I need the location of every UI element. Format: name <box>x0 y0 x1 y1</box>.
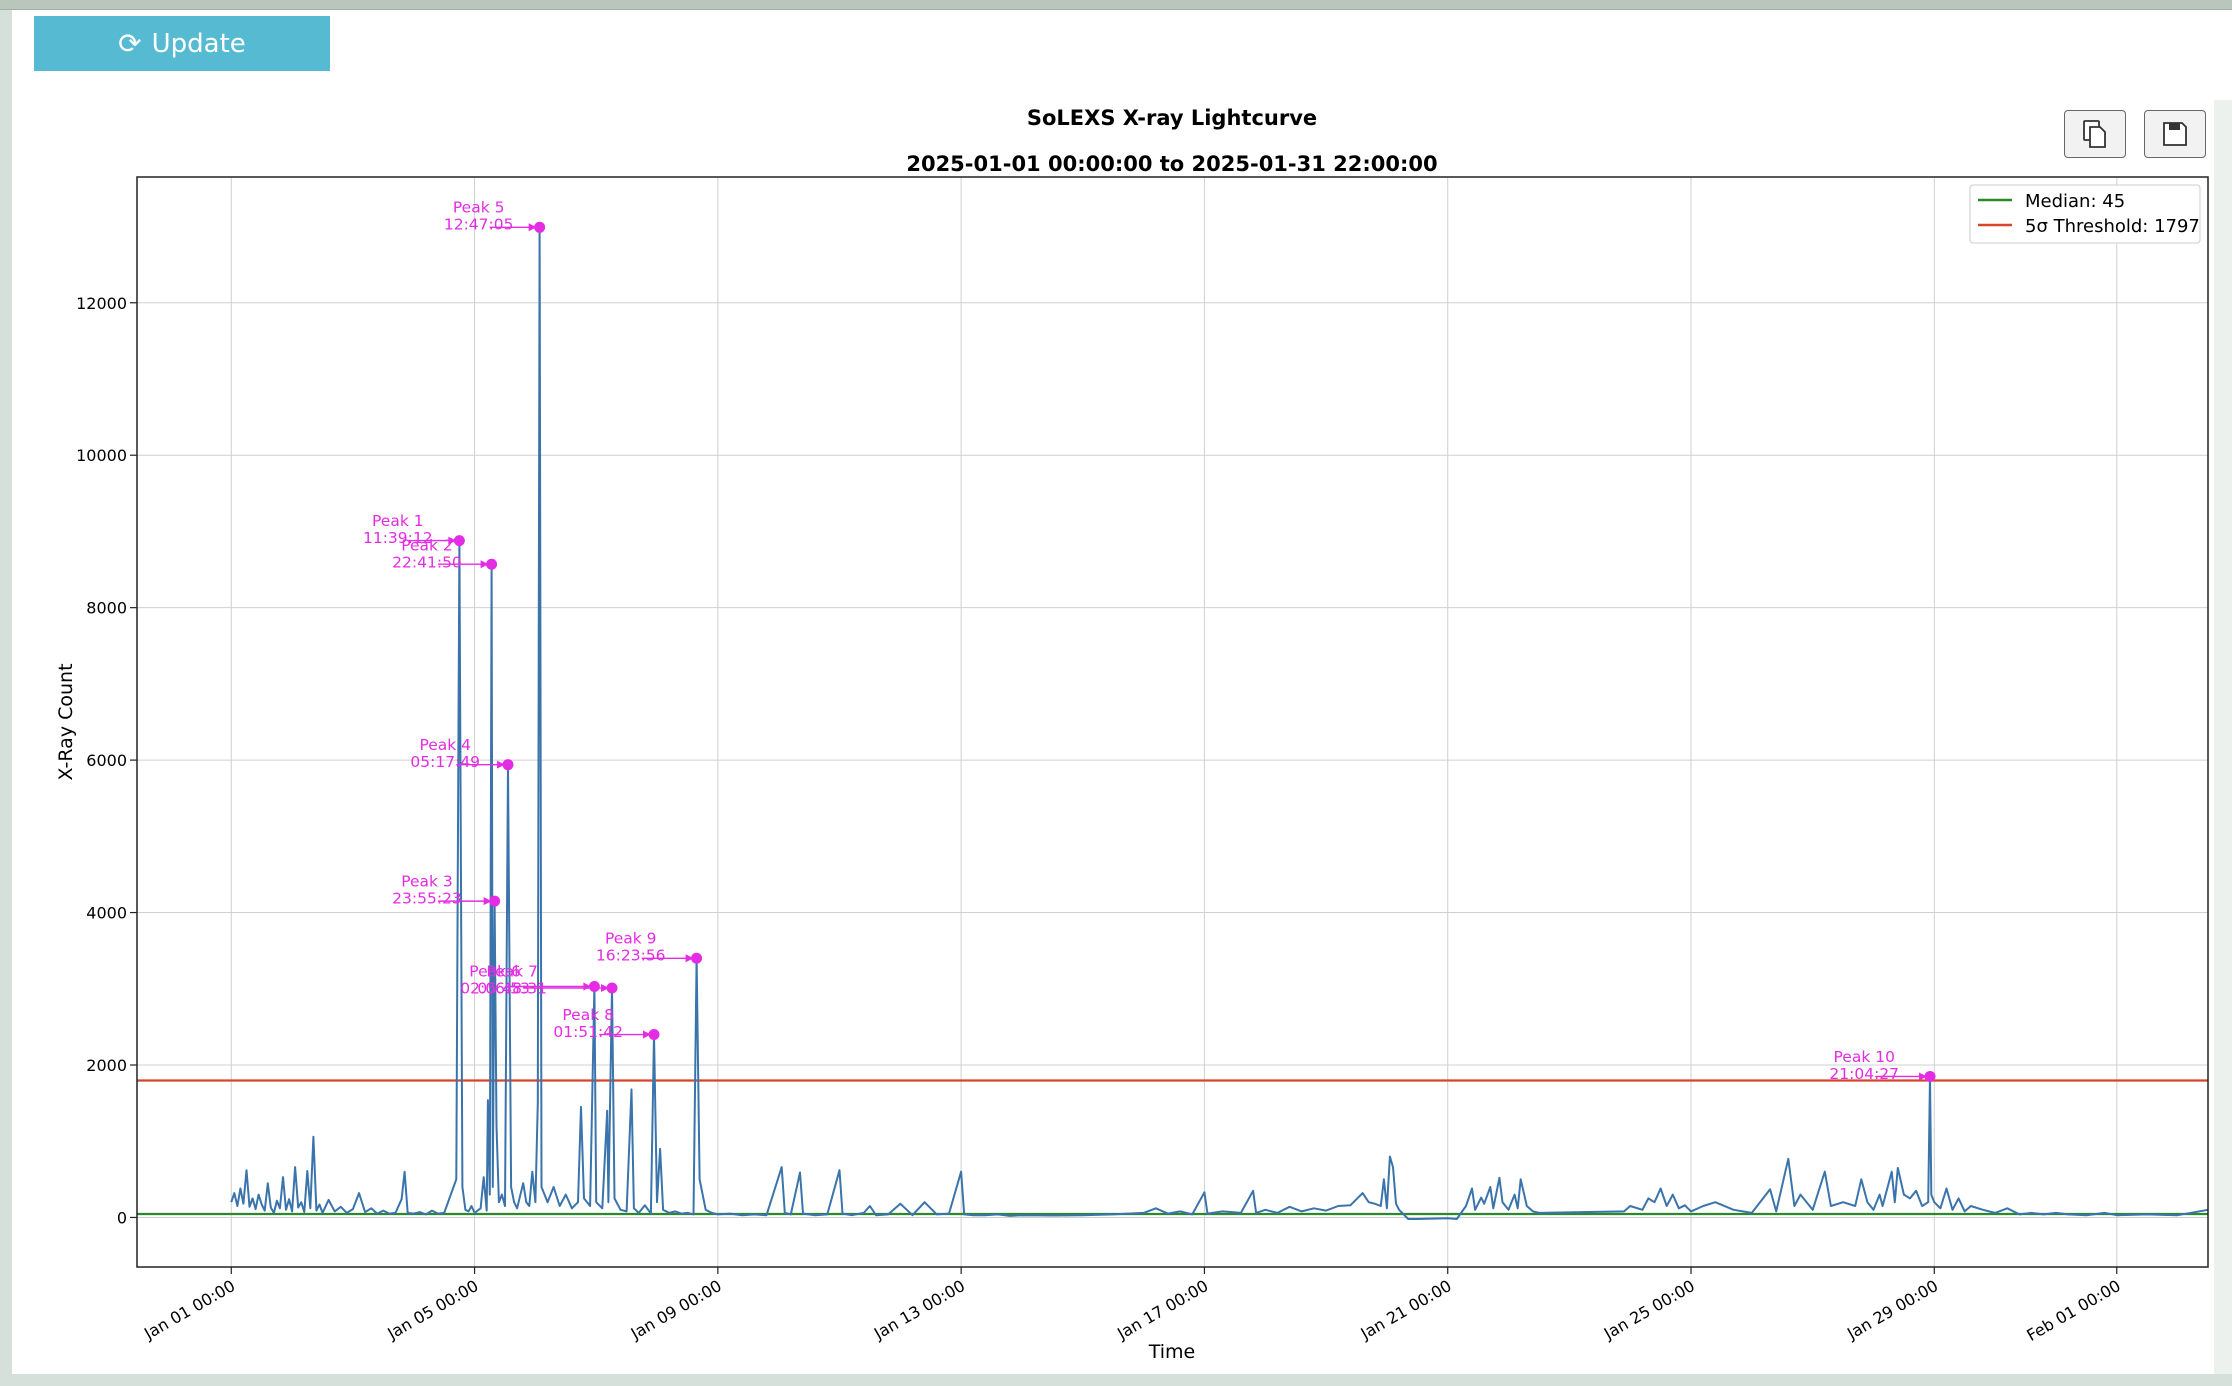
peak-time: 05:17:49 <box>410 753 480 771</box>
peak-time: 22:41:50 <box>392 553 462 571</box>
x-tick-label: Jan 21 00:00 <box>1357 1276 1455 1344</box>
peak-arrowhead <box>448 536 457 545</box>
peak-annotation: Peak 222:41:50 <box>392 536 498 571</box>
legend-threshold-label: 5σ Threshold: 1797 <box>2025 216 2200 237</box>
x-tick-label: Jan 01 00:00 <box>140 1276 238 1344</box>
y-tick-label: 10000 <box>76 446 127 465</box>
peak-time: 02:06:53 <box>460 979 530 997</box>
plot-area <box>50 100 2232 1374</box>
peak-marker <box>453 535 465 547</box>
peak-arrowhead <box>480 560 489 569</box>
x-tick-label: Jan 29 00:00 <box>1843 1276 1941 1344</box>
chart-title: SoLEXS X-ray Lightcurve <box>1027 106 1317 130</box>
peak-marker <box>534 221 546 233</box>
x-tick-label: Jan 25 00:00 <box>1600 1276 1698 1344</box>
peak-arrowhead <box>528 223 537 232</box>
peak-annotation: Peak 512:47:05 <box>444 199 546 234</box>
peak-marker <box>1924 1070 1936 1082</box>
peak-marker <box>489 895 501 907</box>
peak-time: 16:23:56 <box>596 947 666 965</box>
save-icon <box>2163 122 2187 146</box>
legend-box <box>1969 184 2201 244</box>
peak-marker <box>486 558 498 570</box>
ticks: 0 2000 4000 6000 8000 10000 12000 Jan 01 00:00 J… <box>76 294 2124 1345</box>
peak-label: Peak 2 <box>401 536 453 554</box>
x-tick-label: Jan 17 00:00 <box>1113 1276 1211 1344</box>
plot-bottom-edge <box>50 1374 2232 1386</box>
x-tick-label: Feb 01 00:00 <box>2023 1276 2123 1345</box>
peak-label: Peak 5 <box>453 199 505 217</box>
peak-annotation: Peak 705:48:31 <box>477 962 618 997</box>
peak-annotation: Peak 801:51:42 <box>553 1006 660 1041</box>
update-button-label: Update <box>151 28 246 59</box>
x-tick-label: Jan 05 00:00 <box>383 1276 481 1344</box>
peak-annotation: Peak 405:17:49 <box>410 736 514 771</box>
y-tick-label: 8000 <box>86 599 127 618</box>
y-axis-label: X-Ray Count <box>55 663 77 780</box>
y-tick-label: 12000 <box>76 294 127 313</box>
legend-median-label: Median: 45 <box>2025 191 2125 212</box>
window-top-bar <box>0 0 2232 10</box>
save-button[interactable] <box>2144 110 2206 158</box>
peak-marker <box>588 980 600 992</box>
legend: Median: 45 5σ Threshold: 1797 <box>1969 184 2201 244</box>
series <box>230 226 2209 1220</box>
x-tick-label: Jan 13 00:00 <box>870 1276 968 1344</box>
peak-time: 12:47:05 <box>444 216 514 234</box>
y-tick-label: 2000 <box>86 1056 127 1075</box>
peak-arrowhead <box>642 1030 651 1039</box>
peak-arrowhead <box>685 954 694 963</box>
peak-label: Peak 8 <box>562 1006 614 1024</box>
peak-label: Peak 7 <box>486 962 538 980</box>
grid <box>137 177 2208 1267</box>
peak-marker <box>502 759 514 771</box>
peak-arrowhead <box>1919 1072 1928 1081</box>
peak-label: Peak 6 <box>469 962 521 980</box>
peak-annotation: Peak 111:39:12 <box>363 512 465 547</box>
x-tick-label: Jan 09 00:00 <box>627 1276 725 1344</box>
copy-button[interactable] <box>2064 110 2126 158</box>
plot-scroll-edge <box>2214 100 2232 1374</box>
peak-arrowhead <box>601 984 610 993</box>
lightcurve-line <box>230 226 2209 1220</box>
refresh-icon: ⟳ <box>118 27 142 60</box>
plot-border <box>136 176 2209 1268</box>
peak-label: Peak 1 <box>372 512 424 530</box>
y-tick-label: 6000 <box>86 751 127 770</box>
peak-marker <box>606 982 618 994</box>
peak-marker <box>691 952 703 964</box>
peak-annotation: Peak 602:06:53 <box>460 962 600 997</box>
peak-annotation: Peak 323:55:23 <box>392 872 501 907</box>
peak-time: 21:04:27 <box>1829 1065 1899 1083</box>
peak-time: 01:51:42 <box>553 1023 623 1041</box>
y-tick-label: 0 <box>117 1208 127 1227</box>
update-button[interactable]: ⟳ Update <box>34 16 330 71</box>
reference-lines <box>137 1079 2208 1216</box>
x-axis-label: Time <box>1148 1341 1196 1363</box>
chart-subtitle: 2025-01-01 00:00:00 to 2025-01-31 22:00:… <box>906 152 1437 176</box>
peak-arrowhead <box>483 897 492 906</box>
peak-time: 23:55:23 <box>392 889 462 907</box>
peak-marker <box>648 1029 660 1041</box>
peak-arrowhead <box>497 760 506 769</box>
peak-label: Peak 4 <box>419 736 471 754</box>
peak-annotation: Peak 916:23:56 <box>596 930 703 965</box>
peak-time: 05:48:31 <box>477 979 547 997</box>
peak-label: Peak 10 <box>1833 1048 1894 1066</box>
peak-time: 11:39:12 <box>363 529 433 547</box>
peak-label: Peak 9 <box>605 930 657 948</box>
copy-icon <box>2083 120 2106 148</box>
peak-label: Peak 3 <box>401 872 453 890</box>
y-tick-label: 4000 <box>86 904 127 923</box>
